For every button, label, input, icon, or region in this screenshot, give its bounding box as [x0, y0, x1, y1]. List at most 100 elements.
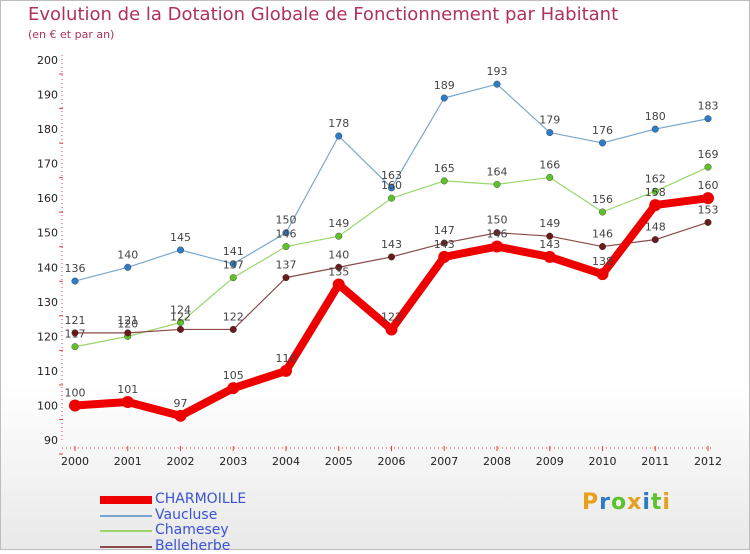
- x-tick-label: 2010: [589, 455, 617, 468]
- point-chamesey: [335, 232, 343, 240]
- data-label-belleherbe: 143: [381, 238, 402, 251]
- y-tick-label: 110: [37, 365, 58, 378]
- y-tick-label: 100: [37, 399, 58, 412]
- point-vaucluse: [651, 125, 659, 133]
- legend-swatch-chamesey: [100, 530, 152, 532]
- data-label-charmoille: 122: [381, 310, 402, 323]
- point-charmoille: [702, 192, 714, 205]
- x-tick-label: 2009: [536, 455, 564, 468]
- legend-swatch-charmoille: [100, 496, 152, 504]
- point-chamesey: [229, 274, 237, 282]
- point-vaucluse: [176, 246, 184, 254]
- data-label-chamesey: 146: [276, 228, 297, 241]
- data-label-belleherbe: 140: [328, 248, 349, 261]
- point-vaucluse: [71, 277, 79, 285]
- data-label-belleherbe: 146: [592, 228, 613, 241]
- data-label-vaucluse: 141: [223, 245, 244, 258]
- data-label-chamesey: 169: [698, 148, 719, 161]
- data-label-belleherbe: 122: [223, 310, 244, 323]
- point-vaucluse: [493, 80, 501, 88]
- data-label-chamesey: 166: [539, 158, 560, 171]
- point-vaucluse: [282, 229, 290, 237]
- data-label-belleherbe: 121: [65, 314, 86, 327]
- data-label-chamesey: 165: [434, 162, 455, 175]
- point-chamesey: [546, 173, 554, 181]
- data-label-belleherbe: 147: [434, 224, 455, 237]
- point-belleherbe: [124, 329, 132, 337]
- data-label-vaucluse: 163: [381, 169, 402, 182]
- point-charmoille: [385, 323, 398, 336]
- data-label-vaucluse: 150: [276, 214, 297, 227]
- point-belleherbe: [335, 263, 343, 271]
- data-label-chamesey: 120: [117, 317, 138, 330]
- point-vaucluse: [546, 129, 554, 137]
- data-label-vaucluse: 140: [117, 248, 138, 261]
- point-charmoille: [280, 364, 292, 377]
- point-belleherbe: [71, 329, 79, 337]
- x-tick-label: 2011: [641, 455, 669, 468]
- data-label-charmoille: 143: [539, 238, 560, 251]
- legend-label-charmoille: CHARMOILLE: [155, 491, 247, 507]
- data-label-vaucluse: 176: [592, 124, 613, 137]
- point-belleherbe: [229, 325, 237, 333]
- y-tick-label: 120: [37, 330, 58, 343]
- point-vaucluse: [704, 115, 712, 123]
- data-label-vaucluse: 193: [487, 65, 508, 78]
- point-belleherbe: [704, 218, 712, 226]
- legend-label-vaucluse: Vaucluse: [155, 506, 218, 523]
- y-tick-label: 150: [37, 227, 58, 240]
- x-tick-label: 2000: [61, 455, 89, 468]
- point-vaucluse: [229, 260, 237, 268]
- point-chamesey: [599, 208, 607, 216]
- data-label-vaucluse: 178: [328, 117, 349, 130]
- point-belleherbe: [440, 239, 448, 247]
- point-charmoille: [227, 382, 240, 395]
- point-charmoille: [174, 409, 187, 422]
- data-label-chamesey: 164: [487, 165, 508, 178]
- chart-subtitle: (en € et par an): [28, 28, 115, 41]
- point-chamesey: [282, 243, 290, 251]
- y-tick-label: 180: [37, 123, 58, 136]
- x-tick-label: 2007: [430, 455, 458, 468]
- point-belleherbe: [493, 229, 501, 237]
- point-belleherbe: [282, 274, 290, 282]
- data-label-charmoille: 143: [434, 238, 455, 251]
- x-tick-label: 2012: [694, 455, 722, 468]
- point-charmoille: [649, 199, 662, 212]
- data-label-belleherbe: 122: [170, 310, 191, 323]
- point-vaucluse: [440, 94, 448, 102]
- logo-letter: x: [627, 490, 643, 515]
- point-chamesey: [651, 187, 659, 195]
- point-vaucluse: [388, 184, 396, 192]
- data-label-charmoille: 146: [487, 228, 508, 241]
- data-label-belleherbe: 137: [276, 259, 297, 272]
- x-tick-label: 2008: [483, 455, 511, 468]
- point-chamesey: [440, 177, 448, 185]
- logo-letter: i: [662, 490, 671, 515]
- point-charmoille: [69, 399, 81, 412]
- logo-letter: o: [610, 490, 628, 515]
- data-label-charmoille: 135: [328, 266, 349, 279]
- data-label-chamesey: 156: [592, 193, 613, 206]
- point-charmoille: [121, 396, 134, 408]
- y-tick-label: 90: [44, 434, 58, 447]
- data-label-charmoille: 158: [645, 186, 666, 199]
- y-tick-label: 160: [37, 192, 58, 205]
- data-label-chamesey: 160: [381, 179, 402, 192]
- point-charmoille: [438, 250, 451, 263]
- data-label-charmoille: 160: [698, 179, 719, 192]
- legend-swatch-vaucluse: [100, 514, 152, 517]
- point-charmoille: [491, 240, 503, 253]
- data-label-belleherbe: 153: [698, 203, 719, 216]
- data-label-belleherbe: 150: [487, 214, 508, 227]
- data-label-charmoille: 105: [223, 369, 244, 382]
- x-tick-label: 2001: [114, 455, 142, 468]
- y-tick-label: 190: [37, 89, 58, 102]
- x-tick-label: 2004: [272, 455, 300, 468]
- chart-title: Evolution de la Dotation Globale de Fonc…: [28, 4, 619, 25]
- point-belleherbe: [176, 325, 184, 333]
- point-belleherbe: [546, 232, 554, 240]
- point-charmoille: [543, 250, 556, 263]
- data-label-charmoille: 97: [174, 397, 188, 410]
